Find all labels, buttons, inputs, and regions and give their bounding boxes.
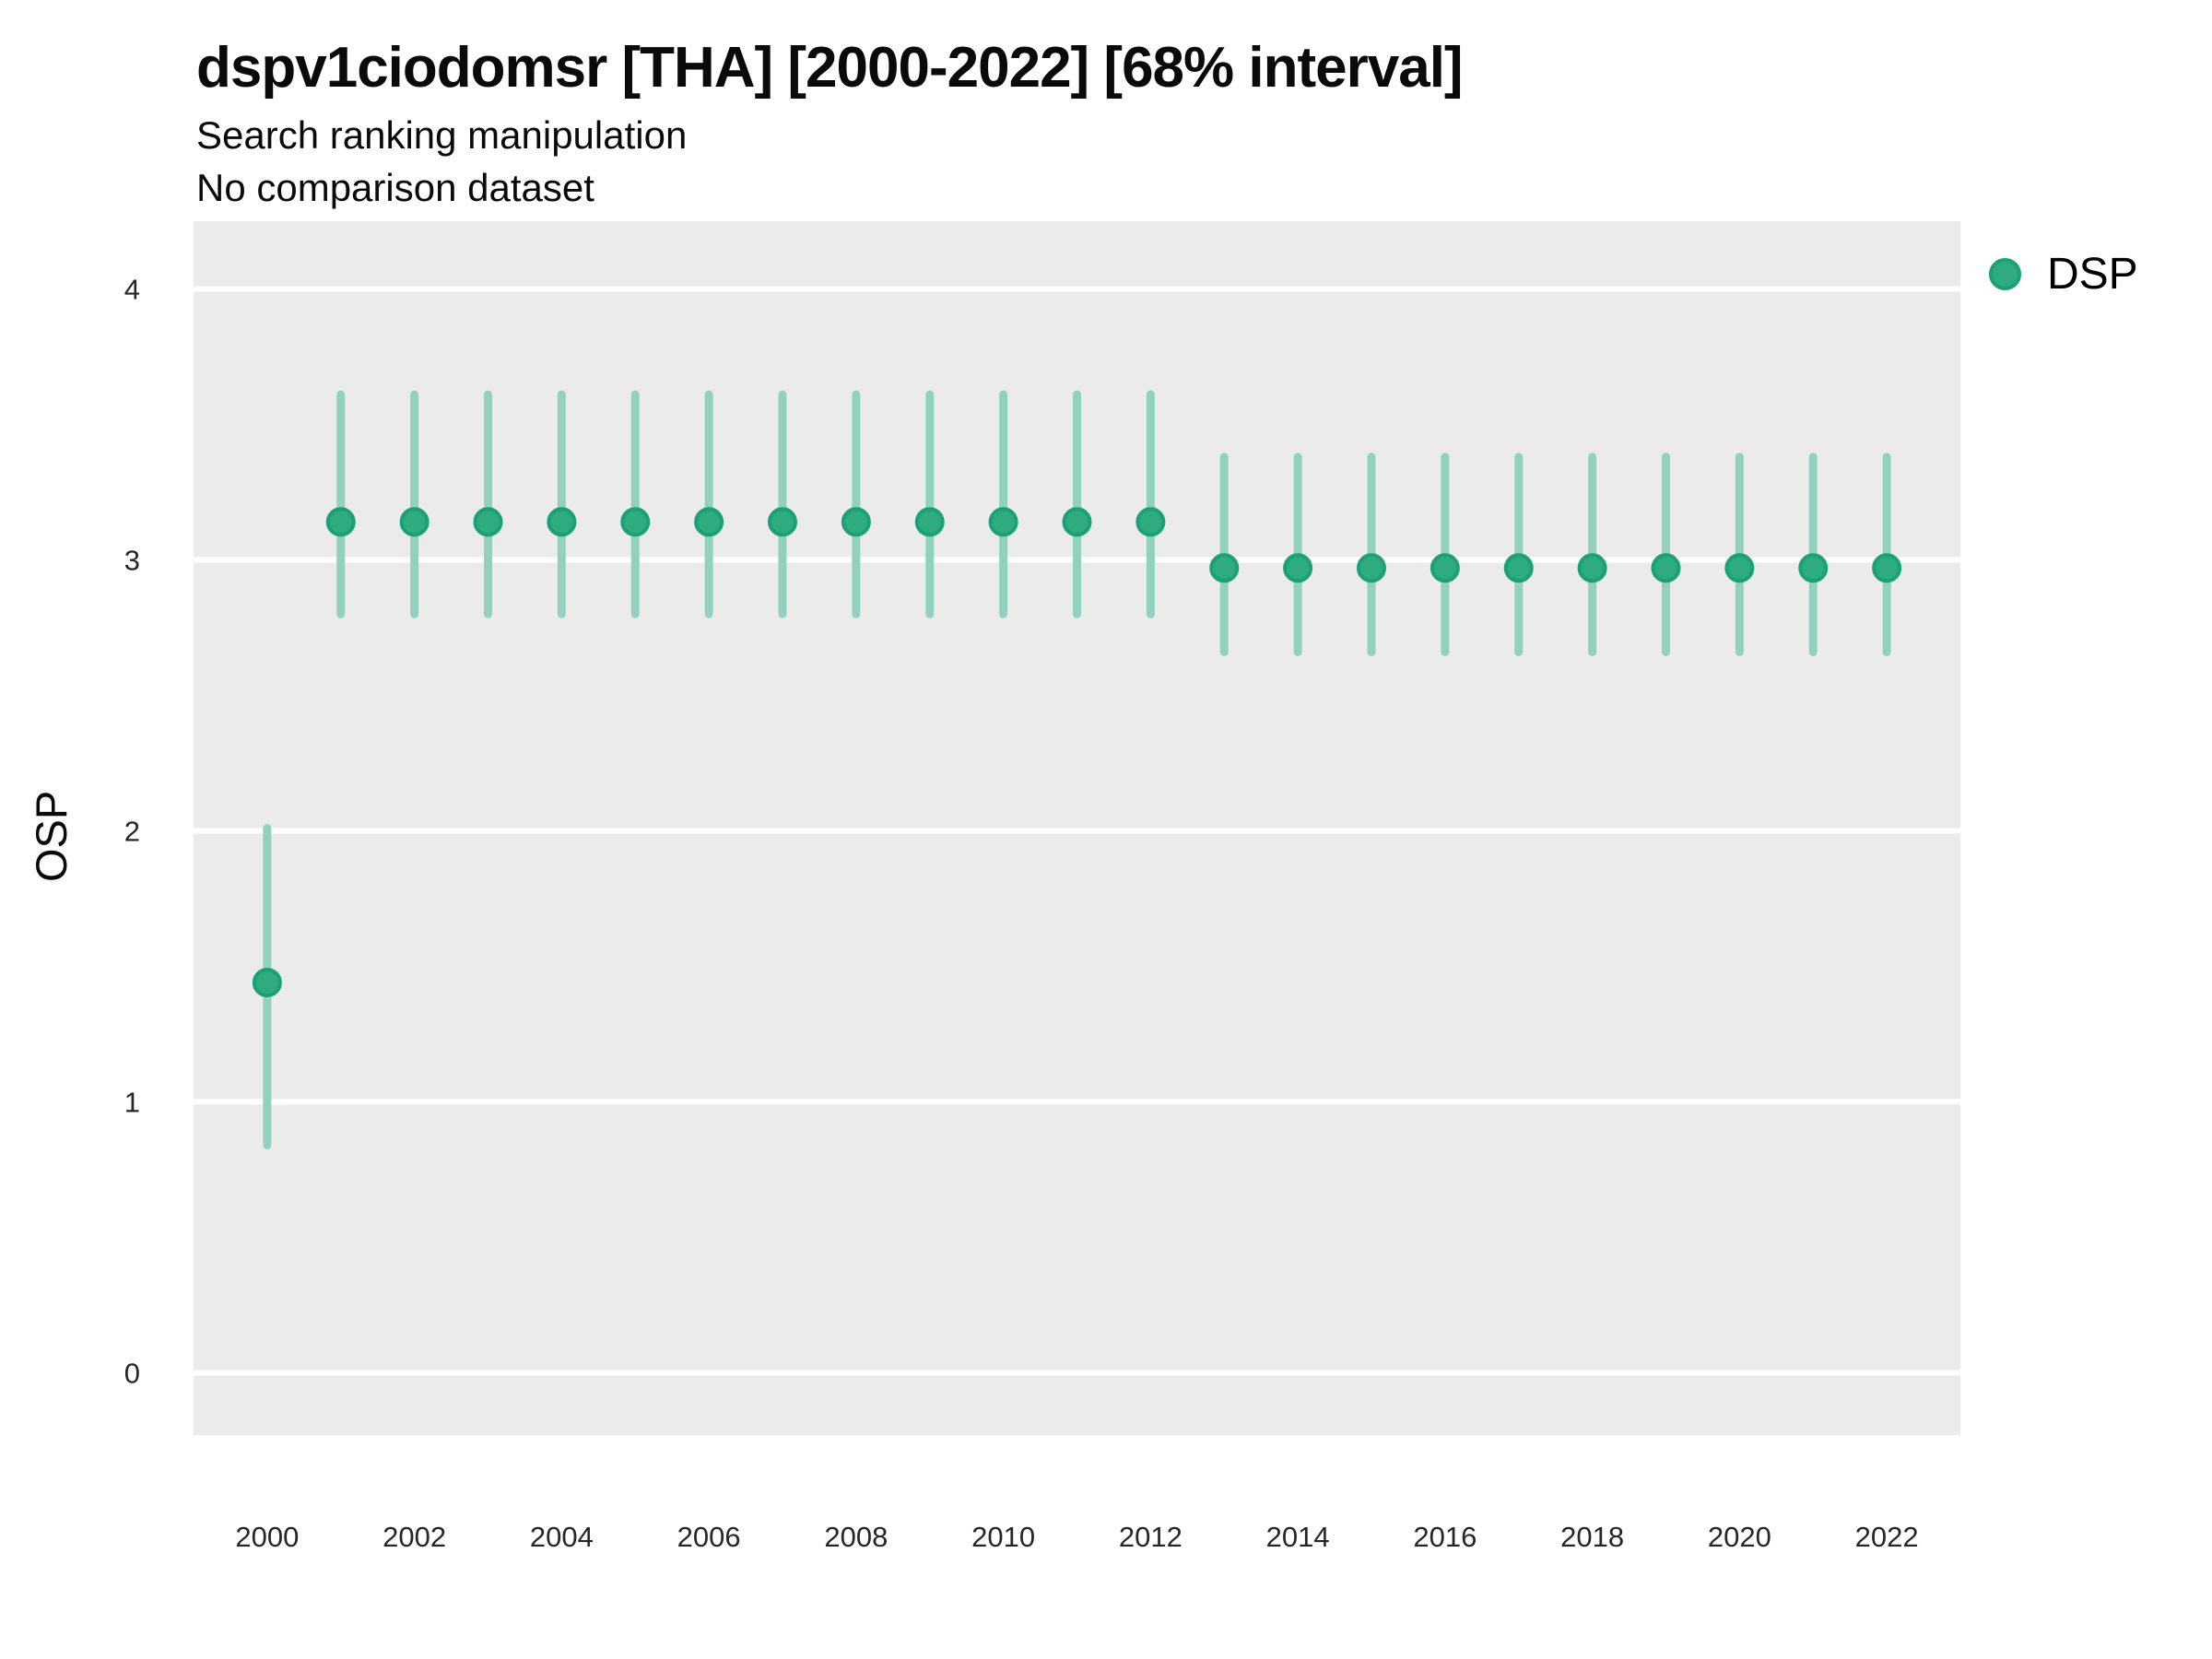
x-tick-label: 2014	[1266, 1521, 1330, 1553]
data-point	[620, 507, 651, 537]
data-point	[1872, 553, 1902, 583]
data-point	[1135, 507, 1166, 537]
x-tick-label: 2006	[677, 1521, 741, 1553]
data-point	[1283, 553, 1313, 583]
data-point	[399, 507, 429, 537]
x-tick-label: 2004	[530, 1521, 594, 1553]
data-point	[1724, 553, 1755, 583]
x-tick-label: 2000	[235, 1521, 299, 1553]
y-axis-title: OSP	[27, 790, 76, 882]
x-tick-label: 2020	[1708, 1521, 1771, 1553]
x-tick-labels: 2000 2002 2004 2006 2008 2010 2012 2014 2016 2018…	[235, 1521, 1918, 1553]
y-tick-label: 3	[124, 544, 140, 576]
y-tick-label: 1	[124, 1086, 140, 1118]
x-tick-label: 2002	[382, 1521, 446, 1553]
data-point	[1062, 507, 1092, 537]
y-tick-labels: 0 1 2 3 4	[124, 273, 140, 1389]
chart-subtitle: Search ranking manipulation No compariso…	[196, 109, 687, 214]
x-tick-label: 2018	[1560, 1521, 1624, 1553]
legend-label-dsp: DSP	[2047, 250, 2138, 299]
x-tick-label: 2012	[1119, 1521, 1182, 1553]
data-point	[1577, 553, 1607, 583]
y-tick-label: 0	[124, 1357, 140, 1389]
data-point	[1651, 553, 1681, 583]
data-point	[768, 507, 797, 537]
data-points	[252, 507, 1902, 998]
x-tick-label: 2016	[1413, 1521, 1477, 1553]
data-point	[694, 507, 724, 537]
data-point	[841, 507, 871, 537]
x-tick-label: 2008	[824, 1521, 888, 1553]
data-point	[1430, 553, 1460, 583]
data-point	[1503, 553, 1534, 583]
data-point	[1357, 553, 1386, 583]
data-point	[547, 507, 577, 537]
legend: DSP	[1989, 249, 2138, 300]
chart-subtitle-line-1: Search ranking manipulation	[196, 113, 688, 157]
data-point	[1209, 553, 1240, 583]
chart-subtitle-line-2: No comparison dataset	[196, 166, 594, 209]
legend-marker-icon	[1989, 258, 2021, 290]
y-tick-label: 2	[124, 815, 140, 847]
x-tick-label: 2010	[971, 1521, 1035, 1553]
data-point	[1798, 553, 1829, 583]
data-point	[252, 968, 282, 998]
data-point	[325, 507, 356, 537]
y-tick-label: 4	[124, 273, 140, 305]
chart-title: dspv1ciodomsr [THA] [2000-2022] [68% int…	[196, 36, 1464, 100]
x-tick-label: 2022	[1855, 1521, 1919, 1553]
data-point	[914, 507, 945, 537]
data-point	[988, 507, 1018, 537]
data-point	[473, 507, 503, 537]
